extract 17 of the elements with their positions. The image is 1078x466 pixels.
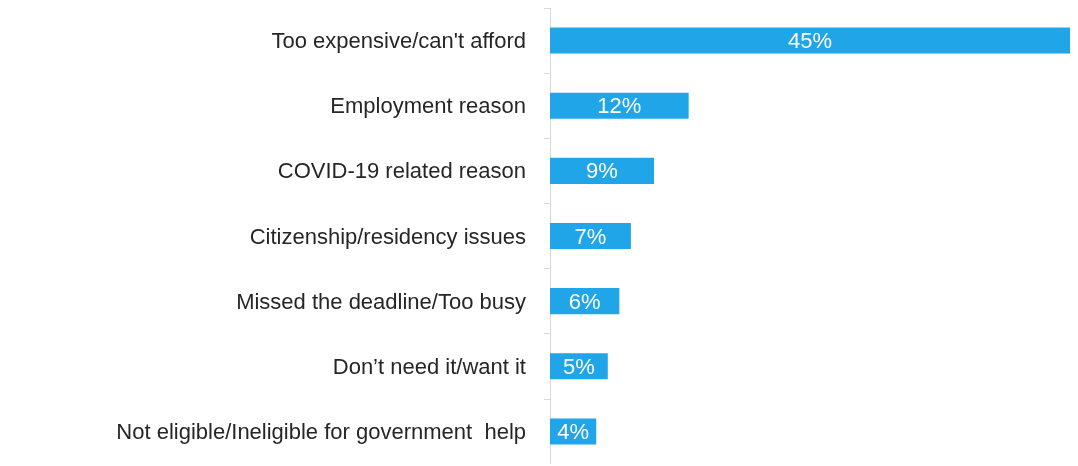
y-tick-label: Employment reason	[330, 93, 526, 119]
y-tick-label: Not eligible/Ineligible for government help	[116, 418, 526, 444]
y-tick-label: Missed the deadline/Too busy	[236, 288, 526, 314]
data-label: 45%	[787, 28, 833, 54]
data-label: 9%	[586, 158, 618, 184]
y-tick-label: Don’t need it/want it	[332, 353, 526, 379]
data-label: 4%	[557, 418, 590, 444]
data-label: 6%	[568, 288, 601, 314]
y-tick-label: Citizenship/residency issues	[249, 223, 526, 249]
bar	[550, 27, 1070, 54]
y-tick-label: COVID-19 related reason	[277, 158, 526, 184]
bar	[550, 157, 654, 184]
bar	[550, 92, 689, 119]
data-label: 7%	[574, 223, 607, 249]
y-tick-label: Too expensive/can't afford	[271, 28, 526, 54]
data-label: 12%	[597, 93, 642, 119]
data-label: 5%	[562, 353, 595, 379]
